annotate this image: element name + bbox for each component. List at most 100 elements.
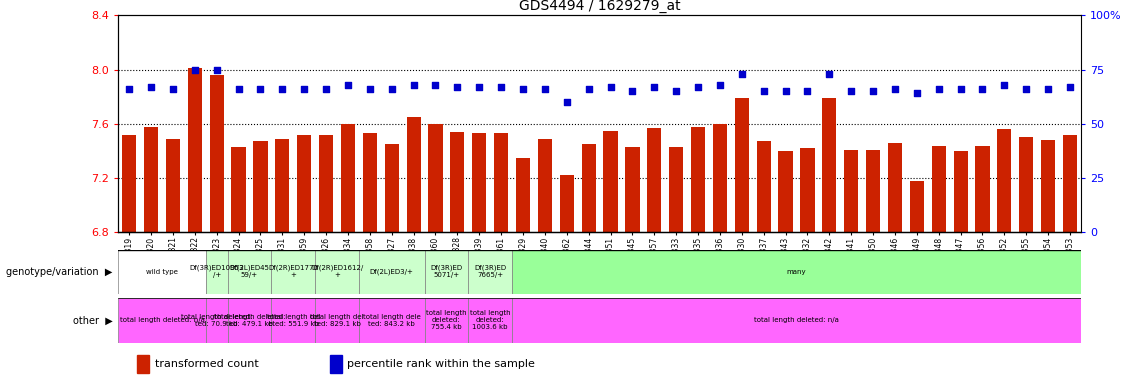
Point bbox=[601, 84, 619, 90]
Text: total length
deleted:
1003.6 kb: total length deleted: 1003.6 kb bbox=[470, 310, 510, 331]
Bar bbox=[253, 141, 268, 232]
Point bbox=[886, 86, 904, 92]
Bar bbox=[118, 298, 206, 343]
Point bbox=[360, 86, 378, 92]
Text: transformed count: transformed count bbox=[154, 359, 259, 369]
Title: GDS4494 / 1629279_at: GDS4494 / 1629279_at bbox=[519, 0, 680, 13]
Bar bbox=[166, 139, 180, 232]
Point bbox=[164, 86, 182, 92]
Point bbox=[230, 86, 248, 92]
Bar bbox=[428, 124, 443, 232]
Bar bbox=[341, 124, 355, 232]
Text: Df(3R)ED
5071/+: Df(3R)ED 5071/+ bbox=[430, 265, 463, 278]
Point bbox=[754, 88, 772, 94]
Text: total length del
ted: 829.1 kb: total length del ted: 829.1 kb bbox=[311, 314, 364, 327]
Point bbox=[339, 82, 357, 88]
Bar bbox=[206, 250, 227, 294]
Bar bbox=[271, 298, 315, 343]
Point bbox=[864, 88, 882, 94]
Bar bbox=[271, 250, 315, 294]
Point bbox=[624, 88, 642, 94]
Bar bbox=[625, 147, 640, 232]
Bar bbox=[425, 250, 468, 294]
Bar bbox=[227, 250, 271, 294]
Bar bbox=[713, 124, 727, 232]
Bar bbox=[757, 141, 771, 232]
Point bbox=[383, 86, 401, 92]
Text: Df(2L)ED45
59/+: Df(2L)ED45 59/+ bbox=[230, 265, 269, 278]
Text: total length
deleted:
755.4 kb: total length deleted: 755.4 kb bbox=[426, 310, 467, 331]
Bar bbox=[604, 131, 618, 232]
Bar bbox=[822, 98, 837, 232]
Point bbox=[142, 84, 160, 90]
Text: Df(2L)ED3/+: Df(2L)ED3/+ bbox=[369, 268, 413, 275]
Bar bbox=[188, 68, 202, 232]
Bar bbox=[206, 298, 227, 343]
Bar bbox=[647, 128, 661, 232]
Point bbox=[557, 99, 575, 105]
Bar bbox=[494, 133, 508, 232]
Point bbox=[951, 86, 969, 92]
Point bbox=[427, 82, 445, 88]
Bar bbox=[888, 143, 902, 232]
Point bbox=[536, 86, 554, 92]
Point bbox=[295, 86, 313, 92]
Text: Df(3R)ED
7665/+: Df(3R)ED 7665/+ bbox=[474, 265, 507, 278]
Text: Df(3R)ED10953
/+: Df(3R)ED10953 /+ bbox=[189, 265, 244, 278]
Point bbox=[974, 86, 992, 92]
Text: percentile rank within the sample: percentile rank within the sample bbox=[347, 359, 535, 369]
Point bbox=[448, 84, 466, 90]
Text: Df(2R)ED1770
+: Df(2R)ED1770 + bbox=[268, 265, 319, 278]
Point bbox=[274, 86, 292, 92]
Bar bbox=[954, 151, 967, 232]
Bar bbox=[315, 298, 359, 343]
Bar bbox=[232, 147, 245, 232]
Point bbox=[513, 86, 531, 92]
Point bbox=[930, 86, 948, 92]
Point bbox=[995, 82, 1013, 88]
Bar bbox=[330, 355, 341, 373]
Bar bbox=[998, 129, 1011, 232]
Bar bbox=[560, 175, 574, 232]
Text: genotype/variation  ▶: genotype/variation ▶ bbox=[7, 266, 113, 277]
Point bbox=[908, 90, 926, 96]
Bar bbox=[1042, 140, 1055, 232]
Bar bbox=[209, 75, 224, 232]
Bar bbox=[406, 117, 421, 232]
Text: total length del
eted: 551.9 kb: total length del eted: 551.9 kb bbox=[267, 314, 320, 327]
Bar bbox=[844, 150, 858, 232]
Bar bbox=[385, 144, 399, 232]
Bar bbox=[512, 250, 1081, 294]
Point bbox=[777, 88, 795, 94]
Bar bbox=[1063, 135, 1078, 232]
Bar bbox=[359, 250, 425, 294]
Bar bbox=[450, 132, 465, 232]
Text: Df(2R)ED1612/
+: Df(2R)ED1612/ + bbox=[311, 265, 364, 278]
Point bbox=[404, 82, 422, 88]
Bar bbox=[227, 298, 271, 343]
Bar bbox=[931, 146, 946, 232]
Text: total length deleted:
ted: 70.9 kb: total length deleted: ted: 70.9 kb bbox=[181, 314, 252, 327]
Bar bbox=[910, 181, 924, 232]
Bar bbox=[516, 158, 530, 232]
Bar bbox=[669, 147, 683, 232]
Point bbox=[186, 66, 204, 73]
Bar bbox=[778, 151, 793, 232]
Point bbox=[1061, 84, 1079, 90]
Bar bbox=[359, 298, 425, 343]
Bar bbox=[468, 298, 512, 343]
Bar bbox=[734, 98, 749, 232]
Text: total length dele
ted: 843.2 kb: total length dele ted: 843.2 kb bbox=[363, 314, 421, 327]
Point bbox=[733, 71, 751, 77]
Point bbox=[580, 86, 598, 92]
Point bbox=[821, 71, 839, 77]
Text: many: many bbox=[787, 269, 806, 275]
Text: wild type: wild type bbox=[146, 269, 178, 275]
Point bbox=[645, 84, 663, 90]
Text: total length deleted: n/a: total length deleted: n/a bbox=[754, 318, 839, 323]
Bar bbox=[297, 135, 311, 232]
Bar bbox=[538, 139, 552, 232]
Point bbox=[251, 86, 269, 92]
Bar bbox=[512, 298, 1081, 343]
Point bbox=[711, 82, 729, 88]
